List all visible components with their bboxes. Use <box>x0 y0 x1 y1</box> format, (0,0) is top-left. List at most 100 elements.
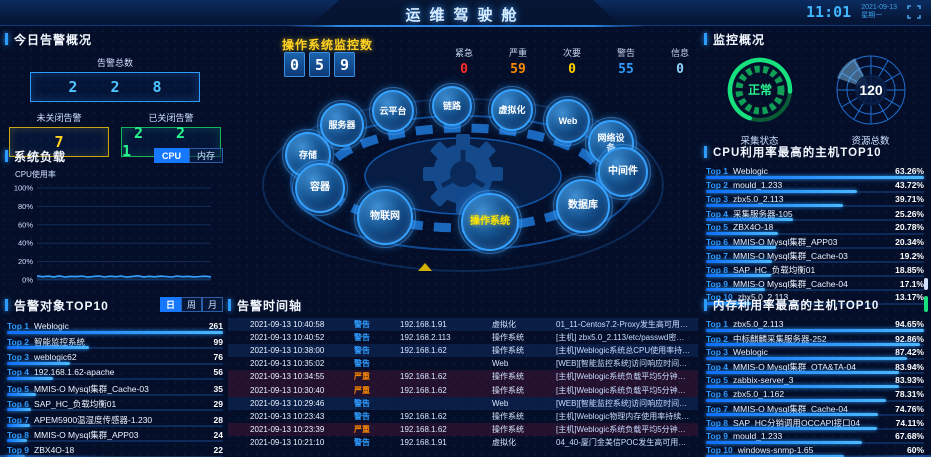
top10-name: zbx5.0_2.113 <box>733 319 784 329</box>
top10-row: Top 5 ZBX4O-18 20.78% <box>704 221 926 235</box>
top10-bar-fill <box>706 371 900 374</box>
top10-row: Top 6 zbx5.0_1.162 78.31% <box>704 388 926 402</box>
top10-row: Top 7 MMIS-O Mysql集群_Cache-04 74.76% <box>704 402 926 416</box>
top10-bar-fill <box>706 441 862 444</box>
top10-value: 29 <box>213 399 223 409</box>
top10-row: Top 3 Weblogic 87.42% <box>704 346 926 360</box>
timeline-type: Web <box>492 359 509 369</box>
top10-row-line: Top 5 zabbix-server_3 83.93% <box>706 375 924 385</box>
panel-system-load: 系统负载 CPU 内存 CPU使用率 100% 80% 60% 40% 20% 0% <box>5 147 225 294</box>
ring-node-链路[interactable]: 链路 <box>429 83 475 129</box>
top10-rank: Top 7 <box>7 414 30 425</box>
ring-node-label: 服务器 <box>328 119 356 130</box>
monitor-overview-title: 监控概况 <box>704 30 926 48</box>
timeline-row: 2021-09-13 10:23:39 严重 192.168.1.62 操作系统 [主机… <box>228 422 698 436</box>
timeline-type: 虚拟化 <box>492 437 516 447</box>
top10-bar-fill <box>7 408 31 411</box>
top10-bar-fill <box>706 288 765 291</box>
alarm-total-value: 2 2 8 <box>30 72 200 102</box>
clock: 11:01 <box>806 3 852 21</box>
ring-node-云平台[interactable]: 云平台 <box>369 87 417 135</box>
ring-node-操作系统[interactable]: 操作系统 <box>458 190 522 254</box>
top10-value: 20.34% <box>895 237 924 247</box>
timeline-severity-badge: 警告 <box>354 359 370 369</box>
top10-value: 67.68% <box>895 431 924 441</box>
ring-node-label: 云平台 <box>379 105 407 116</box>
tab-day[interactable]: 日 <box>159 297 181 312</box>
top10-bar-track <box>7 439 223 442</box>
tab-cpu[interactable]: CPU <box>153 148 189 163</box>
top10-row: Top 4 MMIS-O Mysql集群_OTA&TA-04 83.94% <box>704 360 926 374</box>
ring-node-容器[interactable]: 容器 <box>292 160 348 216</box>
top10-row-line: Top 3 Weblogic 87.42% <box>706 347 924 357</box>
top10-row: Top 5 MMIS-O Mysql集群_Cache-03 35 <box>5 380 225 396</box>
timeline-severity-badge: 警告 <box>354 333 370 343</box>
top10-row: Top 4 192.168.1.62-apache 56 <box>5 365 225 380</box>
top10-value: 19.2% <box>899 251 924 261</box>
top10-value: 99 <box>213 337 223 347</box>
top10-value: 17.1% <box>899 279 924 289</box>
top10-bar-fill <box>706 413 879 416</box>
ring-node-Web[interactable]: Web <box>543 96 593 146</box>
fullscreen-icon[interactable] <box>907 5 921 19</box>
severity-label: 次要 <box>562 48 581 58</box>
top10-bar-track <box>706 427 924 430</box>
top10-bar-track <box>706 176 924 179</box>
top10-value: 39.71% <box>895 194 924 204</box>
top10-bar-fill <box>706 176 924 179</box>
top10-row: Top 1 Weblogic 261 <box>5 318 225 334</box>
top10-value: 76 <box>213 351 223 362</box>
ring-node-label: Web <box>558 115 578 126</box>
ring-node-数据库[interactable]: 数据库 <box>553 176 613 236</box>
top10-rank: Top 4 <box>706 362 729 372</box>
top10-rank: Top 8 <box>706 265 729 275</box>
header-accent-line <box>285 25 646 27</box>
top10-rank: Top 7 <box>706 251 729 261</box>
scrollbar-thumb[interactable] <box>924 296 928 312</box>
system-load-title: 系统负载 <box>5 147 225 165</box>
top10-value: 20.78% <box>895 222 924 232</box>
weekday-text: 星期一 <box>861 12 883 19</box>
tab-week[interactable]: 周 <box>180 297 202 312</box>
top10-rank: Top 5 <box>7 383 30 394</box>
ring-node-label: 虚拟化 <box>498 104 526 115</box>
ring-node-物联网[interactable]: 物联网 <box>354 186 416 248</box>
timeline-rows: 2021-09-13 10:40:58 警告 192.168.1.91 虚拟化 01_1… <box>228 318 698 449</box>
top10-bar-track <box>706 399 924 402</box>
scrollbar-thumb[interactable] <box>924 278 928 290</box>
timeline-message: 04_40-厦门金美信POC发生高可用切换 <box>556 437 695 447</box>
top10-value: 24 <box>213 430 223 440</box>
top10-row: Top 4 采集服务器-105 25.26% <box>704 207 926 221</box>
top10-row-line: Top 8 SAP_HC_负载均衡01 18.85% <box>706 264 924 275</box>
memory-top10-list: Top 1 zbx5.0_2.113 94.65% Top 2 中标麒麟采集服务器-25… <box>704 318 926 457</box>
corner-decor <box>0 455 120 457</box>
top10-row-line: Top 1 Weblogic 261 <box>7 321 223 331</box>
timeline-ip: 192.168.1.91 <box>400 437 447 447</box>
top10-row-line: Top 3 zbx5.0_2.113 39.71% <box>706 194 924 204</box>
timeline-severity-badge: 警告 <box>354 320 370 330</box>
top10-rank: Top 9 <box>706 431 729 441</box>
os-count-digit: 0 <box>284 52 305 77</box>
top10-rank: Top 1 <box>706 166 729 176</box>
timeline-type: 操作系统 <box>492 424 524 434</box>
date-text: 2021-09-13 <box>861 4 897 11</box>
panel-memory-top10: 内存利用率最高的主机TOP10 Top 1 zbx5.0_2.113 94.65% T… <box>704 296 928 457</box>
top10-row: Top 9 MMIS-O Mysql集群_Cache-04 17.1% <box>704 277 926 291</box>
ring-node-label: 操作系统 <box>470 216 510 228</box>
top10-bar-fill <box>706 218 793 221</box>
top10-row-line: Top 9 MMIS-O Mysql集群_Cache-04 17.1% <box>706 278 924 289</box>
top10-rank: Top 8 <box>7 430 30 440</box>
timeline-row: 2021-09-13 10:29:46 警告 Web [WEB][智能监控系统]访问响… <box>228 396 698 410</box>
severity-stats: 紧急 0 严重 59 次要 0 警告 55 信息 0 <box>450 46 694 77</box>
severity-value: 0 <box>460 62 468 77</box>
top10-bar-fill <box>7 377 54 380</box>
ring-node-服务器[interactable]: 服务器 <box>317 100 367 150</box>
severity-label: 严重 <box>508 48 527 58</box>
tab-memory[interactable]: 内存 <box>188 148 223 163</box>
tab-month[interactable]: 月 <box>201 297 223 312</box>
os-monitor-title: 操作系统监控数 <box>282 38 374 52</box>
top10-rank: Top 3 <box>706 194 729 204</box>
ring-node-虚拟化[interactable]: 虚拟化 <box>488 86 536 134</box>
top10-name: windows-snmp-1.65 <box>737 445 814 455</box>
svg-text:100%: 100% <box>14 184 34 193</box>
